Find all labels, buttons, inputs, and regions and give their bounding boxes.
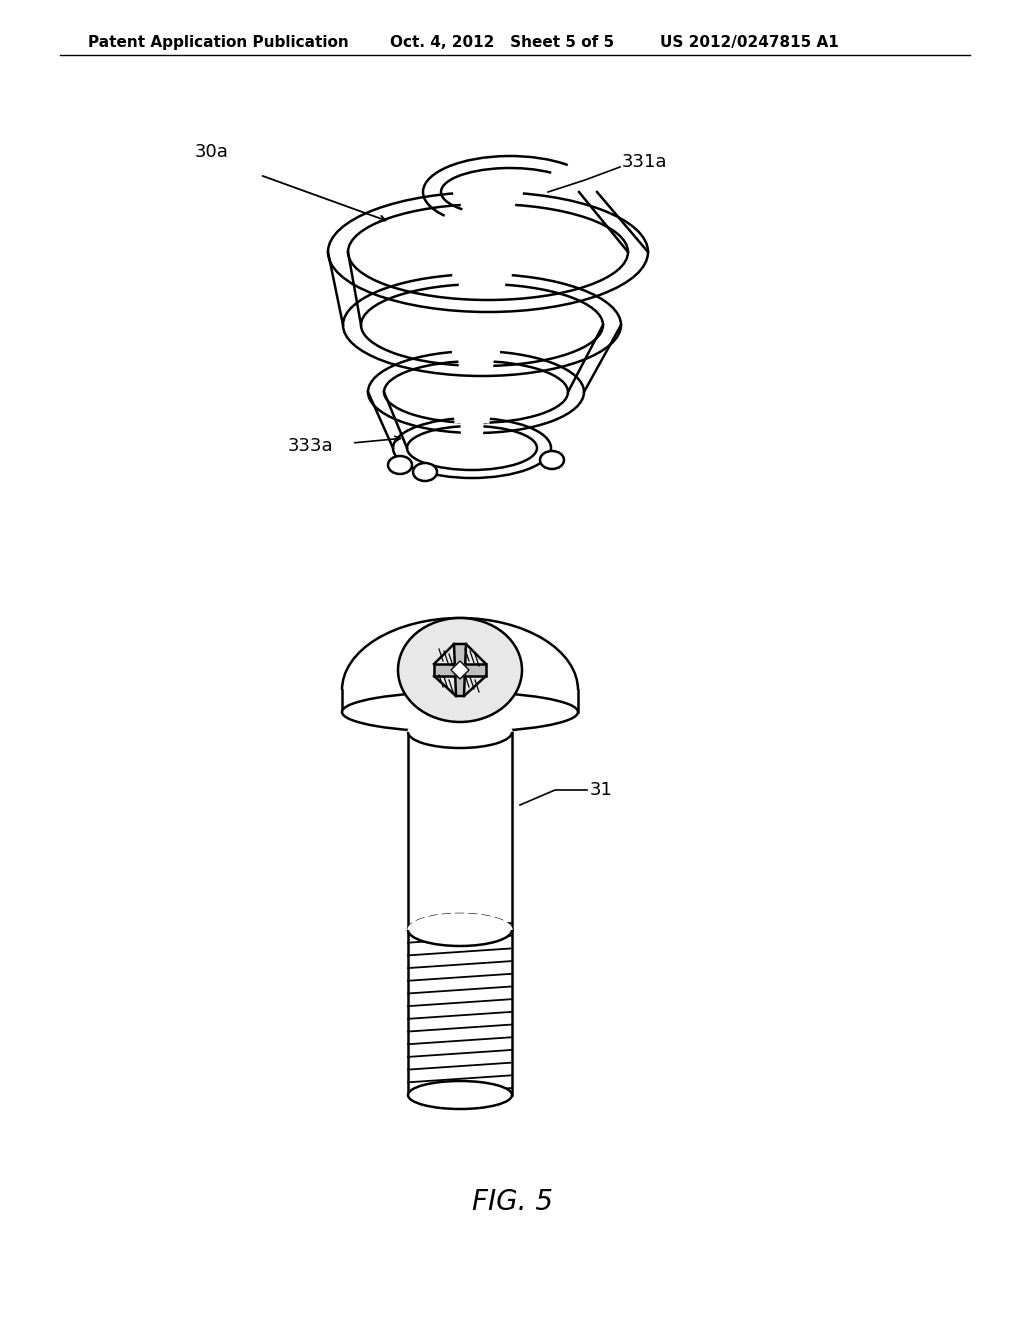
- Ellipse shape: [398, 618, 522, 722]
- Text: 333a: 333a: [288, 437, 334, 455]
- FancyBboxPatch shape: [408, 733, 512, 931]
- Text: 331a: 331a: [622, 153, 668, 172]
- Text: Oct. 4, 2012   Sheet 5 of 5: Oct. 4, 2012 Sheet 5 of 5: [390, 36, 614, 50]
- Ellipse shape: [408, 715, 512, 748]
- Ellipse shape: [408, 1081, 512, 1109]
- Text: FIG. 5: FIG. 5: [471, 1188, 553, 1216]
- Text: 30a: 30a: [195, 143, 229, 161]
- Text: US 2012/0247815 A1: US 2012/0247815 A1: [660, 36, 839, 50]
- FancyBboxPatch shape: [408, 931, 512, 1096]
- Ellipse shape: [413, 463, 437, 480]
- Ellipse shape: [540, 451, 564, 469]
- Text: 31: 31: [590, 781, 613, 799]
- Ellipse shape: [342, 692, 578, 733]
- Ellipse shape: [342, 618, 578, 762]
- Ellipse shape: [388, 455, 412, 474]
- Text: Patent Application Publication: Patent Application Publication: [88, 36, 349, 50]
- Polygon shape: [454, 644, 466, 696]
- Polygon shape: [451, 661, 469, 678]
- Polygon shape: [434, 664, 486, 676]
- Ellipse shape: [408, 913, 512, 946]
